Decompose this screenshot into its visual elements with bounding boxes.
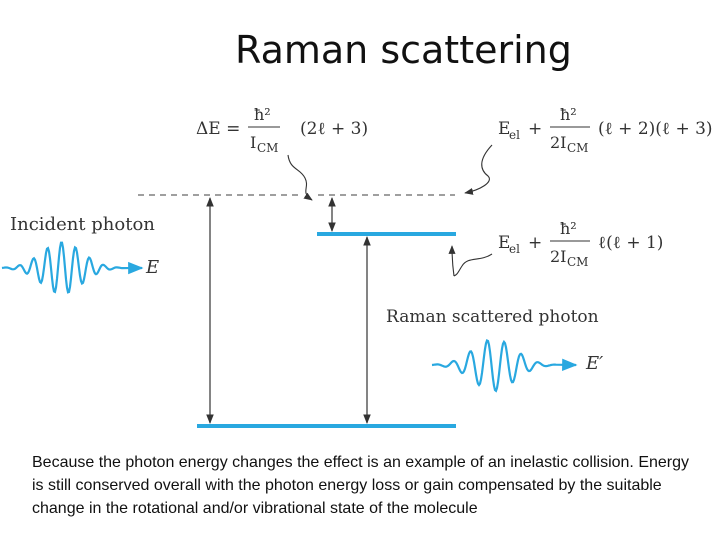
energy-level-diagram: ΔE = ħ² I CM (2ℓ + 3) E el + ħ² 2I CM (ℓ… <box>1 105 713 428</box>
lower-factor: ℓ(ℓ + 1) <box>598 233 663 253</box>
lower-denominator: 2I <box>550 247 567 266</box>
incident-photon-label: Incident photon <box>10 214 155 235</box>
lower-level-equation: E el + ħ² 2I CM ℓ(ℓ + 1) <box>498 219 663 269</box>
scattered-photon-wave <box>431 338 578 393</box>
upper-factor: (ℓ + 2)(ℓ + 3) <box>598 119 713 139</box>
page-title: Raman scattering <box>235 28 572 72</box>
pointer-lower-level <box>453 253 493 277</box>
pointer-delta-e <box>287 154 313 201</box>
pointer-upper-level <box>464 144 493 195</box>
upper-denominator: 2I <box>550 133 567 152</box>
lower-numerator: ħ² <box>560 219 577 238</box>
delta-e-denominator-sub: CM <box>257 141 278 155</box>
caption-text: Because the photon energy changes the ef… <box>32 454 690 517</box>
scattered-energy-label: E′ <box>585 353 603 374</box>
delta-e-lhs: ΔE = <box>196 119 240 139</box>
delta-e-factor: (2ℓ + 3) <box>300 119 368 139</box>
incident-energy-label: E <box>145 257 159 278</box>
upper-lhs-sub: el <box>509 128 520 142</box>
upper-plus: + <box>528 119 542 139</box>
upper-denominator-sub: CM <box>567 141 588 155</box>
upper-numerator: ħ² <box>560 105 577 124</box>
incident-photon-wave <box>1 241 144 294</box>
upper-level-equation: E el + ħ² 2I CM (ℓ + 2)(ℓ + 3) <box>498 105 713 155</box>
raman-scattered-photon-label: Raman scattered photon <box>386 307 599 327</box>
delta-e-denominator: I <box>250 133 256 152</box>
lower-lhs: E <box>498 233 510 253</box>
lower-plus: + <box>528 233 542 253</box>
pointer-lower-level-start <box>448 245 456 277</box>
upper-lhs: E <box>498 119 510 139</box>
lower-denominator-sub: CM <box>567 255 588 269</box>
delta-e-equation: ΔE = ħ² I CM (2ℓ + 3) <box>196 105 368 155</box>
lower-lhs-sub: el <box>509 242 520 256</box>
delta-e-numerator: ħ² <box>254 105 271 124</box>
